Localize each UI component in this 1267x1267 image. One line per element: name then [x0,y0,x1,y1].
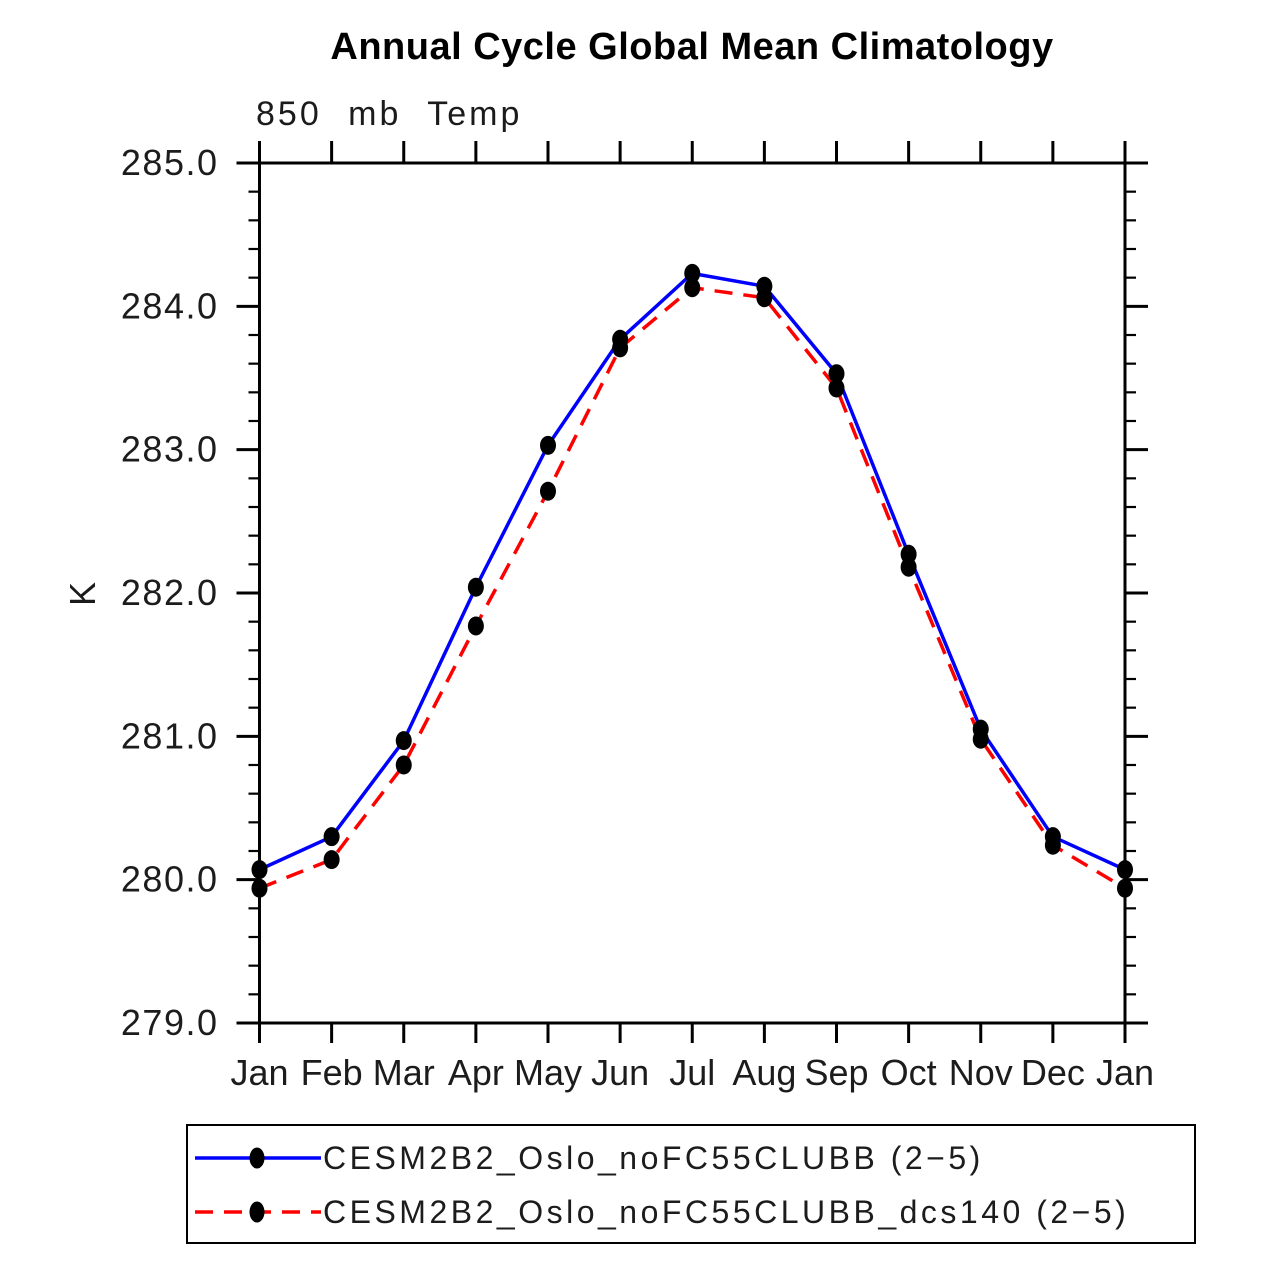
data-point-marker [323,827,340,847]
x-axis-ticks [258,141,1127,1043]
y-axis-ticks [236,161,1148,1025]
series-markers-1 [251,278,1133,898]
x-tick-label: Jul [669,1052,715,1093]
x-tick-labels: Jan Feb Mar Apr May Jun Jul Aug Sep Oct Nov Dec Jan [230,1052,1154,1093]
legend-sample-line-0 [193,1136,323,1180]
chart-title: Annual Cycle Global Mean Climatology [330,26,1054,68]
x-tick-label: Jan [230,1052,288,1093]
x-tick-label: Apr [448,1052,504,1093]
data-point-marker [1117,878,1133,898]
data-point-marker [467,616,484,636]
x-tick-label: Jan [1096,1052,1154,1093]
series-line-1 [258,285,1126,890]
y-tick-label: 282.0 [121,572,219,613]
x-tick-label: Sep [804,1052,868,1093]
y-tick-label: 280.0 [121,859,219,900]
x-tick-label: Oct [881,1052,937,1093]
data-point-marker [251,878,268,898]
data-point-marker [828,364,845,384]
y-tick-label: 281.0 [121,715,219,756]
series-markers-0 [251,263,1133,880]
y-tick-label: 284.0 [121,285,219,326]
y-tick-label: 283.0 [121,429,219,470]
x-tick-label: Feb [301,1052,363,1093]
x-tick-label: Dec [1021,1052,1085,1093]
data-point-marker [828,378,845,398]
data-point-marker [900,557,917,577]
x-tick-label: Mar [373,1052,435,1093]
data-point-marker [1117,860,1133,880]
data-point-marker [395,731,412,751]
y-tick-labels: 279.0 280.0 281.0 282.0 283.0 284.0 285.0 [121,142,219,1043]
legend-box: CESM2B2_Oslo_noFC55CLUBB (2−5) CESM2B2_O… [186,1124,1196,1244]
y-tick-label: 285.0 [121,142,219,183]
legend-entry-0: CESM2B2_Oslo_noFC55CLUBB (2−5) [193,1134,984,1182]
y-tick-label: 279.0 [121,1002,219,1043]
x-tick-label: May [514,1052,582,1093]
data-point-marker [684,263,701,283]
data-point-marker [684,278,701,298]
x-tick-label: Jun [591,1052,649,1093]
legend-sample-line-1 [193,1190,323,1234]
x-tick-label: Nov [949,1052,1013,1093]
legend-marker-swatch [249,1147,265,1169]
x-tick-label: Aug [732,1052,796,1093]
legend-label-0: CESM2B2_Oslo_noFC55CLUBB (2−5) [323,1139,984,1176]
legend-entry-1: CESM2B2_Oslo_noFC55CLUBB_dcs140 (2−5) [193,1188,1129,1236]
data-point-marker [540,481,556,501]
series-line-0 [258,271,1126,872]
data-point-marker [467,577,484,597]
data-point-marker [540,435,556,455]
data-point-marker [972,729,989,749]
data-point-marker [251,860,268,880]
data-point-marker [1044,835,1061,855]
data-point-marker [395,755,412,775]
chart-subtitle: 850 mb Temp [256,95,523,133]
data-point-marker [323,850,340,870]
data-point-marker [756,288,773,308]
legend-marker-swatch [249,1201,265,1223]
legend-label-1: CESM2B2_Oslo_noFC55CLUBB_dcs140 (2−5) [323,1193,1130,1230]
data-point-marker [612,338,629,358]
